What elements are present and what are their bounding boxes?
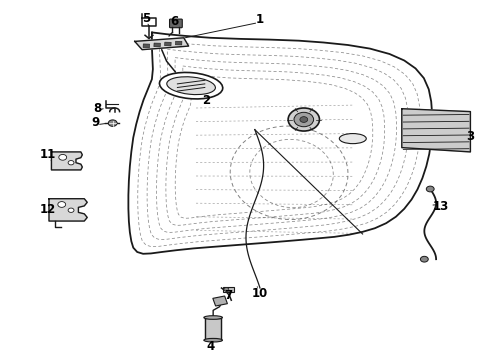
Polygon shape	[51, 152, 82, 170]
Polygon shape	[128, 32, 432, 254]
Ellipse shape	[204, 338, 222, 342]
Circle shape	[68, 161, 74, 165]
Text: 2: 2	[202, 94, 210, 107]
Bar	[143, 44, 149, 48]
Polygon shape	[135, 38, 189, 50]
Circle shape	[224, 288, 229, 291]
Ellipse shape	[159, 72, 223, 99]
Circle shape	[294, 112, 314, 127]
Text: 10: 10	[251, 287, 268, 300]
Text: 13: 13	[433, 201, 449, 213]
Bar	[213, 296, 227, 306]
Polygon shape	[402, 109, 470, 152]
Bar	[223, 287, 234, 292]
Circle shape	[68, 208, 74, 212]
Polygon shape	[49, 199, 87, 221]
Text: 3: 3	[466, 130, 474, 143]
Text: 1: 1	[256, 13, 264, 26]
Text: 6: 6	[170, 15, 178, 28]
Polygon shape	[205, 318, 221, 340]
Text: 9: 9	[92, 116, 99, 129]
Circle shape	[288, 108, 319, 131]
Bar	[175, 41, 182, 45]
Circle shape	[58, 202, 66, 207]
Circle shape	[108, 120, 117, 126]
Ellipse shape	[167, 77, 216, 95]
Circle shape	[420, 256, 428, 262]
Circle shape	[426, 186, 434, 192]
Text: 11: 11	[40, 148, 56, 161]
Bar	[165, 42, 171, 46]
Text: 7: 7	[224, 289, 232, 302]
Text: 8: 8	[93, 102, 101, 114]
FancyBboxPatch shape	[170, 19, 182, 28]
Text: 4: 4	[207, 340, 215, 353]
Bar	[154, 43, 160, 47]
Text: 5: 5	[142, 12, 150, 24]
Ellipse shape	[204, 316, 222, 319]
Ellipse shape	[339, 134, 366, 144]
Text: 12: 12	[40, 203, 56, 216]
Circle shape	[300, 117, 308, 122]
Circle shape	[59, 154, 67, 160]
